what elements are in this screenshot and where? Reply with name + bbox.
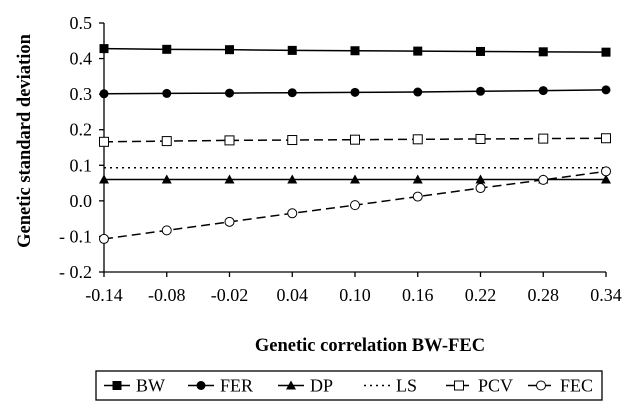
data-point-bw <box>413 46 423 56</box>
y-tick-label: 0.0 <box>70 191 93 211</box>
data-point-dp <box>350 174 360 184</box>
y-tick-label: - 0.1 <box>59 226 92 246</box>
y-tick-label: 0.4 <box>70 49 93 69</box>
data-point-pcv <box>601 133 611 144</box>
series-dp <box>99 174 611 184</box>
legend-swatch-marker <box>454 380 464 391</box>
data-point-fer <box>476 86 485 96</box>
legend-swatch-marker <box>286 380 296 390</box>
x-tick-label: -0.14 <box>85 285 123 305</box>
data-point-fec <box>224 216 235 227</box>
data-point-fer <box>538 86 548 96</box>
x-tick-label: -0.08 <box>148 285 186 305</box>
legend-swatch-marker <box>536 380 546 391</box>
data-point-fec <box>161 225 172 236</box>
x-tick-label: 0.04 <box>277 285 309 305</box>
data-point-bw <box>162 44 172 54</box>
legend-item-fer: FER <box>188 376 253 396</box>
x-tick-label: 0.10 <box>339 285 371 305</box>
data-point-bw <box>538 47 548 57</box>
data-point-fec <box>475 183 486 194</box>
legend-item-ls: LS <box>364 376 417 396</box>
data-point-bw <box>476 46 485 56</box>
x-tick-label: 0.34 <box>590 285 622 305</box>
legend-label: LS <box>396 376 417 396</box>
data-point-dp <box>224 174 235 184</box>
x-tick-label: 0.28 <box>528 285 560 305</box>
y-axis: - 0.2 - 0.1 0.0 0.1 0.2 0.3 0.4 0.5 <box>59 13 105 282</box>
data-point-fec <box>350 200 360 211</box>
data-point-fer <box>225 88 234 98</box>
legend-label: FEC <box>560 376 593 396</box>
series-pcv <box>99 133 611 147</box>
y-tick-label: 0.5 <box>70 13 93 33</box>
data-point-fer <box>99 89 109 99</box>
data-point-pcv <box>350 134 360 145</box>
data-point-pcv <box>161 136 172 147</box>
data-point-dp <box>475 174 486 184</box>
data-point-fec <box>412 191 423 202</box>
data-point-fec <box>99 233 109 244</box>
x-axis-label: Genetic correlation BW-FEC <box>255 336 485 356</box>
legend-label: BW <box>136 376 165 396</box>
series-layer <box>99 44 611 244</box>
legend-label: DP <box>310 376 333 396</box>
legend-item-fec: FEC <box>528 376 593 396</box>
data-point-pcv <box>287 135 298 146</box>
data-point-pcv <box>99 136 109 147</box>
data-point-bw <box>350 46 360 56</box>
data-point-fec <box>538 174 549 185</box>
series-fec <box>99 166 611 244</box>
data-point-pcv <box>475 133 486 144</box>
legend-swatch-marker <box>112 381 122 390</box>
legend-item-bw: BW <box>104 376 165 396</box>
series-fer <box>99 85 611 99</box>
data-point-fec <box>287 208 298 219</box>
x-tick-label: 0.16 <box>402 285 434 305</box>
x-tick-label: 0.22 <box>465 285 497 305</box>
legend-swatch-marker <box>196 381 206 390</box>
data-point-fer <box>162 88 172 98</box>
data-point-fer <box>287 88 297 98</box>
y-tick-label: 0.2 <box>70 120 93 140</box>
data-point-dp <box>601 174 611 184</box>
y-tick-label: 0.3 <box>70 84 93 104</box>
legend-label: FER <box>220 376 253 396</box>
x-tick-label: -0.02 <box>211 285 249 305</box>
data-point-dp <box>161 174 172 184</box>
data-point-fer <box>413 87 423 97</box>
data-point-dp <box>287 174 298 184</box>
data-point-pcv <box>538 133 549 144</box>
data-point-fec <box>601 166 611 177</box>
series-bw <box>99 44 611 57</box>
legend-item-pcv: PCV <box>446 376 513 396</box>
data-point-fer <box>350 87 360 97</box>
y-axis-label: Genetic standard deviation <box>15 33 35 247</box>
data-point-pcv <box>412 134 423 145</box>
x-axis: -0.14 -0.08 -0.02 0.04 0.10 0.16 0.22 0.28 0.34 <box>85 271 622 305</box>
legend-box <box>95 370 603 401</box>
data-point-bw <box>99 44 109 54</box>
data-point-dp <box>99 174 109 184</box>
legend-item-dp: DP <box>278 376 333 396</box>
y-tick-label: - 0.2 <box>59 262 92 282</box>
data-point-fer <box>601 85 611 95</box>
y-tick-label: 0.1 <box>70 155 93 175</box>
data-point-pcv <box>224 135 235 146</box>
legend-label: PCV <box>478 376 513 396</box>
data-point-bw <box>225 45 234 55</box>
data-point-dp <box>412 174 423 184</box>
legend: BW FER DP LS PCV FEC <box>95 370 603 401</box>
data-point-bw <box>601 47 611 57</box>
data-point-bw <box>287 45 297 55</box>
